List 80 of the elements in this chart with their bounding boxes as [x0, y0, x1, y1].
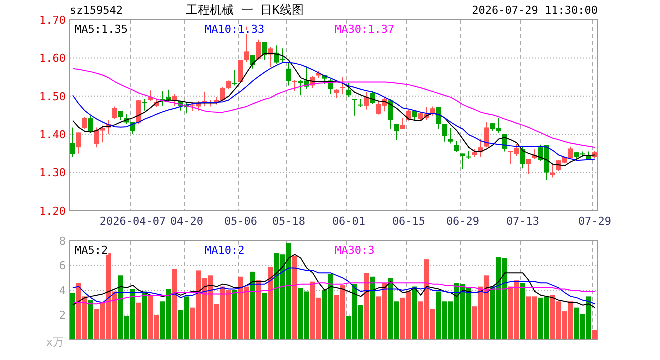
- candlestick: [346, 82, 352, 98]
- candlestick: [262, 42, 268, 61]
- bar: [292, 256, 298, 340]
- y-tick-label: 6: [59, 260, 66, 273]
- chart-title: 工程机械 一 日K线图: [186, 3, 304, 17]
- text: MA5:2: [75, 244, 108, 257]
- text: MA5:1.35: [75, 23, 128, 36]
- candlestick: [400, 118, 406, 130]
- y-tick-label: 1.40: [40, 128, 66, 142]
- candlestick: [394, 124, 400, 141]
- candlestick: [82, 116, 88, 130]
- candlestick: [370, 90, 376, 105]
- candlestick: [76, 132, 82, 154]
- candlestick: [484, 122, 490, 148]
- bar: [268, 266, 274, 340]
- bar: [142, 292, 148, 340]
- candlestick: [286, 62, 292, 86]
- y-tick-label: 1.20: [40, 204, 66, 218]
- bar: [364, 273, 370, 340]
- candlestick: [454, 140, 460, 153]
- chart-subtitle: sz159542: [70, 4, 123, 17]
- bar: [232, 290, 238, 340]
- y-tick-label: 4: [59, 284, 66, 298]
- candlestick: [70, 127, 76, 158]
- candlestick: [136, 100, 142, 125]
- bar: [88, 300, 94, 340]
- text: MA30:3: [335, 244, 375, 257]
- x-tick-label: 06-01: [332, 215, 366, 228]
- text: MA30:1.37: [335, 23, 395, 36]
- candlestick: [112, 106, 118, 120]
- line-series: [72, 282, 596, 305]
- candlestick: [520, 146, 526, 170]
- candlestick: [448, 128, 454, 144]
- y-tick-label: 1.30: [40, 166, 66, 180]
- bar: [172, 269, 178, 340]
- y-tick-label: 2: [59, 309, 66, 322]
- candlestick: [352, 98, 358, 116]
- candlestick: [334, 88, 340, 99]
- y-tick-label: 1.70: [40, 14, 66, 27]
- candlestick: [172, 94, 178, 106]
- bar: [592, 330, 598, 340]
- candlestick: [340, 76, 346, 95]
- candlestick: [238, 60, 244, 84]
- candlestick: [142, 98, 148, 112]
- candlestick: [460, 153, 466, 170]
- candlestick: [526, 158, 532, 174]
- x-tick-label: 04-20: [170, 215, 204, 228]
- candlestick: [388, 98, 394, 130]
- x-tick-label: 2026-04-07: [100, 215, 166, 228]
- x-tick-label: 07-13: [506, 215, 540, 228]
- line-series: [72, 268, 596, 305]
- bar: [370, 276, 376, 340]
- bar: [250, 272, 256, 340]
- text: MA10:2: [205, 244, 245, 257]
- candlestick: [268, 46, 274, 68]
- candlestick: [256, 39, 262, 60]
- bar: [136, 302, 142, 340]
- x-tick-label: 07-29: [578, 215, 612, 228]
- x-tick-label: 06-29: [446, 215, 480, 228]
- candlestick: [442, 124, 448, 142]
- bar: [520, 283, 526, 340]
- candlestick: [292, 79, 298, 92]
- candlestick: [436, 106, 442, 130]
- x-tick-label: 05-06: [224, 215, 258, 228]
- bar: [412, 286, 418, 340]
- candlestick: [364, 92, 370, 110]
- bar: [262, 292, 268, 340]
- bar: [70, 292, 76, 340]
- line-series: [72, 68, 596, 148]
- y-tick-label: 1.50: [40, 90, 66, 104]
- y-tick-label: 1.60: [40, 52, 66, 66]
- x-tick-label: 06-15: [392, 215, 426, 228]
- candlestick: [88, 116, 94, 134]
- candlestick: [232, 70, 238, 86]
- x-tick-label: 05-18: [272, 215, 306, 228]
- y-axis-title: x万: [46, 336, 64, 349]
- text: 2026-07-29 11:30:00: [472, 4, 598, 17]
- bar: [256, 280, 262, 340]
- line-series: [72, 254, 596, 308]
- y-tick-label: 8: [59, 234, 66, 248]
